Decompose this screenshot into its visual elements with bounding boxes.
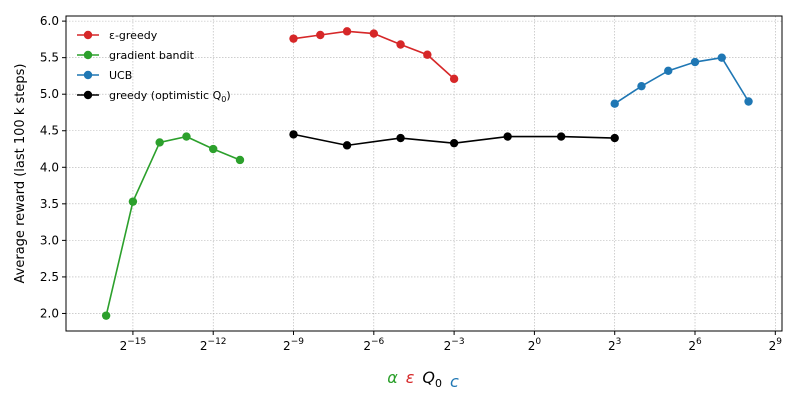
data-point (342, 27, 352, 36)
x-tick-label: 2−12 (200, 337, 227, 353)
y-axis-ticks: 2.0 2.5 3.0 3.5 4.0 4.5 5.0 5.5 6.0 (40, 14, 66, 320)
legend-item: UCB (77, 69, 132, 82)
data-point (396, 133, 405, 143)
legend-label: UCB (109, 69, 132, 82)
data-point (449, 138, 459, 148)
data-point (556, 132, 566, 141)
y-tick-label: 5.5 (40, 51, 59, 65)
data-point (369, 29, 379, 38)
legend-label: ε-greedy (109, 29, 158, 42)
x-tick-label: 2−6 (363, 337, 384, 353)
legend: ε-greedy gradient bandit UCB greedy (optimi… (77, 29, 231, 104)
data-point (316, 30, 325, 40)
y-tick-label: 3.5 (40, 197, 59, 211)
legend-marker (83, 70, 93, 80)
data-point (235, 155, 245, 165)
x-tick-label: 26 (688, 337, 702, 353)
data-point (637, 81, 646, 91)
legend-marker (83, 50, 93, 60)
data-point (101, 311, 111, 320)
y-tick-label: 4.5 (40, 124, 59, 138)
x-tick-label: 2−15 (120, 337, 147, 353)
data-point (209, 144, 218, 154)
x-axis-label-text: α ε Q0 c (387, 368, 459, 391)
x-axis-symbol: α (387, 368, 398, 387)
y-tick-label: 5.0 (40, 87, 59, 101)
y-tick-label: 6.0 (40, 14, 59, 28)
legend-label: gradient bandit (109, 49, 195, 62)
data-point (503, 132, 512, 141)
legend-item: greedy (optimistic Q0) (77, 89, 231, 104)
data-point (155, 138, 164, 147)
series-line (614, 56, 750, 105)
data-point (610, 133, 619, 143)
data-point (610, 99, 619, 108)
data-point (289, 130, 298, 139)
x-tick-label: 2−9 (283, 337, 304, 353)
series (289, 27, 459, 84)
data-point (396, 40, 405, 49)
data-point (182, 132, 191, 141)
data-point (717, 53, 726, 62)
plot-area-frame (65, 15, 783, 332)
series (101, 132, 245, 320)
data-point (128, 197, 138, 206)
x-tick-label: 20 (528, 337, 542, 353)
y-tick-label: 3.0 (40, 233, 59, 247)
x-axis-symbol: c (442, 372, 459, 391)
y-tick-label: 4.0 (40, 160, 59, 174)
x-axis-label: α ε Q0 c (387, 368, 459, 391)
series-line (105, 135, 241, 316)
data-point (289, 34, 298, 43)
legend-marker (83, 30, 93, 40)
y-axis-label: Average reward (last 100 k steps) (13, 64, 28, 284)
data-point (342, 141, 352, 150)
data-point (449, 74, 459, 84)
x-tick-label: 2−3 (444, 337, 465, 353)
legend-item: ε-greedy (77, 29, 158, 42)
x-tick-label: 29 (769, 337, 783, 353)
data-point (664, 66, 673, 76)
y-tick-label: 2.5 (40, 270, 59, 284)
x-axis-ticks: 2−15 2−12 2−9 2−6 2−3 20 23 26 29 (120, 331, 783, 353)
x-axis-symbol: ε (398, 368, 415, 387)
x-axis-symbol: Q (414, 368, 435, 387)
legend-label: greedy (optimistic Q0) (109, 89, 231, 104)
data-point (423, 50, 432, 59)
legend-marker (83, 90, 93, 100)
data-point (744, 97, 753, 106)
legend-item: gradient bandit (77, 49, 195, 62)
x-tick-label: 23 (608, 337, 621, 353)
data-point (690, 57, 700, 67)
series (610, 53, 753, 108)
series (289, 130, 619, 150)
y-tick-label: 2.0 (40, 306, 59, 320)
plot-series (101, 27, 753, 320)
grid (66, 16, 782, 331)
